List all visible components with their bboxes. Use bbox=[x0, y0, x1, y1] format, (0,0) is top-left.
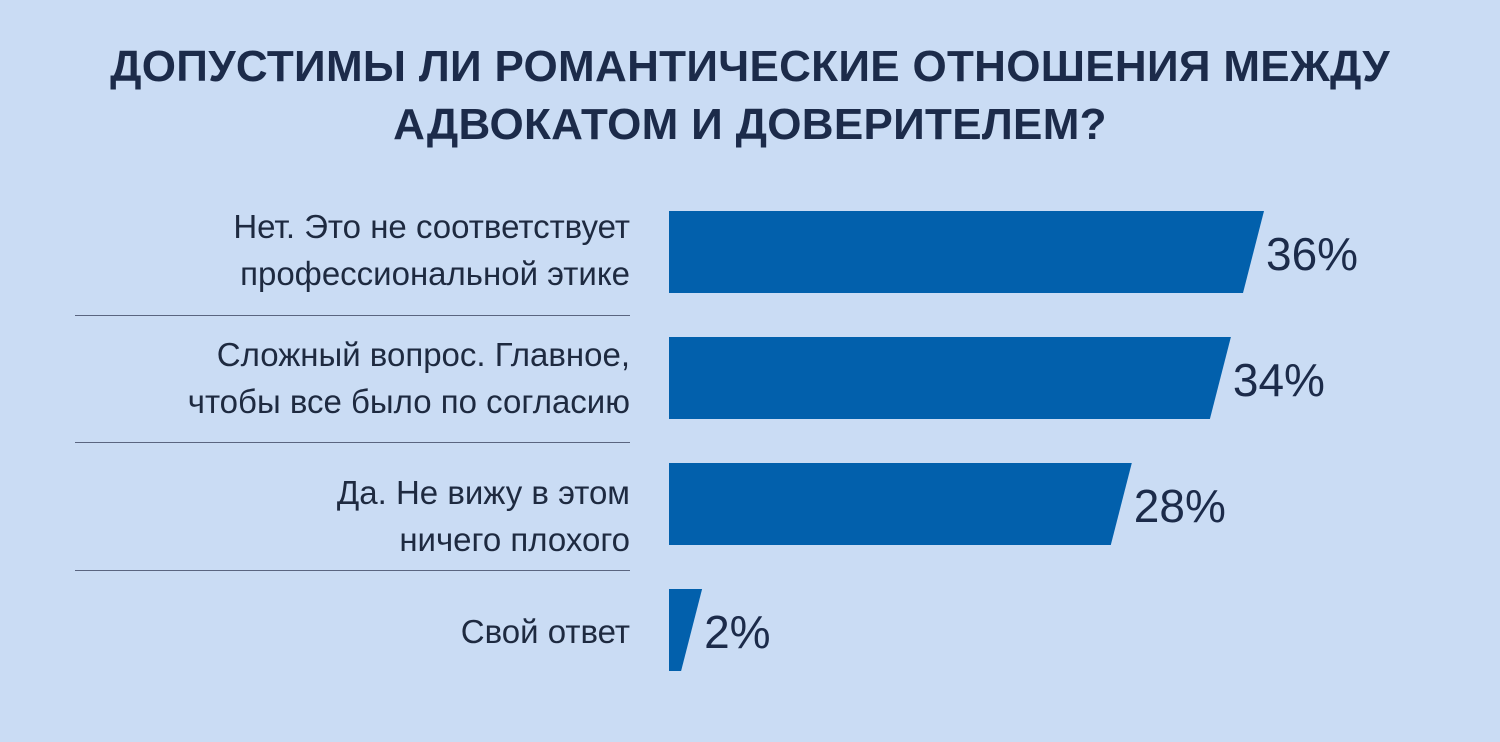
bar-no bbox=[669, 211, 1264, 293]
category-label-difficult: Сложный вопрос. Главное, чтобы все было … bbox=[187, 336, 630, 420]
category-label-yes: Да. Не вижу в этом ничего плохого bbox=[336, 474, 630, 558]
value-label-own-answer: 2% bbox=[704, 606, 770, 658]
value-label-yes: 28% bbox=[1134, 480, 1226, 532]
category-label-no: Нет. Это не соответствует профессиональн… bbox=[233, 208, 630, 292]
row-divider bbox=[75, 442, 630, 443]
row-divider bbox=[75, 315, 630, 316]
bar-own-answer bbox=[669, 589, 703, 671]
value-label-no: 36% bbox=[1266, 228, 1358, 280]
bar-yes bbox=[669, 463, 1132, 545]
bar-difficult bbox=[669, 337, 1231, 419]
category-label-own-answer: Свой ответ bbox=[460, 613, 630, 650]
chart-title: ДОПУСТИМЫ ЛИ РОМАНТИЧЕСКИЕ ОТНОШЕНИЯ МЕЖ… bbox=[110, 42, 1390, 149]
value-label-difficult: 34% bbox=[1233, 354, 1325, 406]
row-divider bbox=[75, 570, 630, 571]
